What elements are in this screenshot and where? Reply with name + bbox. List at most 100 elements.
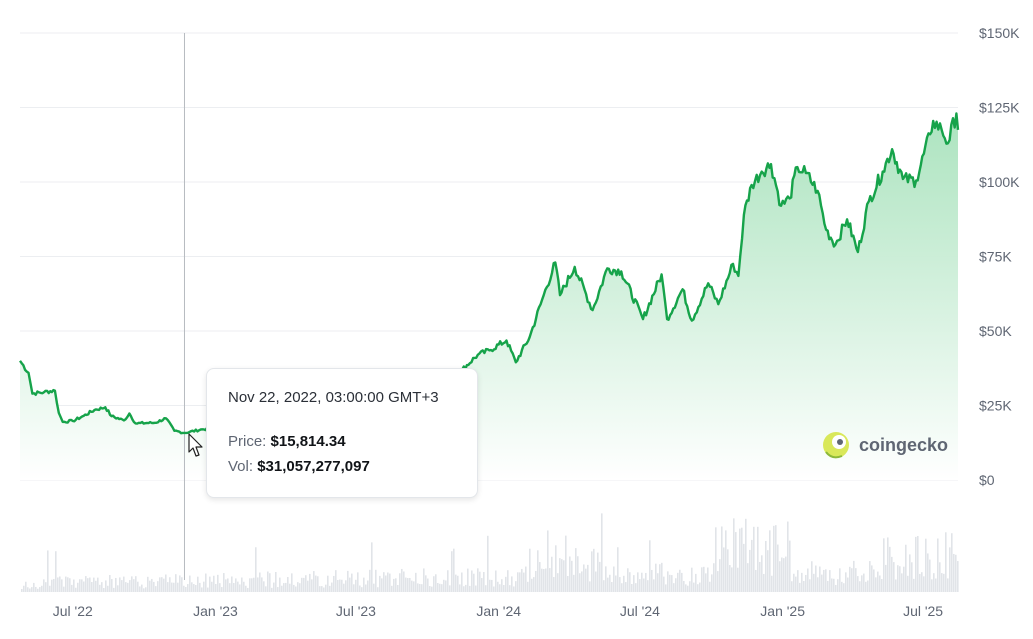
volume-bar — [219, 583, 221, 592]
volume-bar — [237, 581, 239, 592]
volume-bar — [645, 572, 647, 592]
volume-bar — [455, 574, 457, 592]
volume-bar — [793, 573, 795, 592]
volume-bar — [107, 585, 109, 592]
volume-bar — [655, 563, 657, 592]
volume-bar — [675, 578, 677, 592]
volume-bar — [553, 577, 555, 592]
volume-bar — [163, 578, 165, 592]
volume-bar — [65, 576, 67, 592]
volume-bar — [853, 560, 855, 592]
volume-bar — [711, 574, 713, 592]
volume-bar — [153, 581, 155, 592]
volume-bar — [253, 577, 255, 592]
volume-bar — [815, 565, 817, 592]
volume-bar — [519, 572, 521, 592]
volume-bar — [855, 568, 857, 592]
volume-bar — [285, 582, 287, 592]
volume-bar — [663, 576, 665, 592]
volume-bar — [413, 581, 415, 592]
price-line — [19, 112, 960, 435]
volume-bar — [357, 572, 359, 592]
volume-bar — [497, 581, 499, 592]
volume-bar — [249, 578, 251, 592]
volume-bar — [233, 582, 235, 592]
volume-bar — [561, 559, 563, 592]
volume-bar — [925, 538, 927, 592]
volume-bar — [269, 573, 271, 592]
volume-bar — [297, 582, 299, 592]
volume-bar — [207, 587, 209, 592]
volume-bar — [747, 563, 749, 592]
volume-bar — [875, 577, 877, 592]
volume-bar — [129, 580, 131, 592]
volume-bar — [287, 577, 289, 592]
volume-bar — [393, 578, 395, 592]
volume-bar — [177, 582, 179, 592]
volume-bar — [103, 587, 105, 592]
volume-bar — [949, 547, 951, 592]
volume-bar — [699, 582, 701, 592]
price-area — [20, 113, 958, 480]
cursor-pointer-icon — [188, 433, 203, 457]
tooltip-vol-label: Vol: — [228, 458, 254, 475]
volume-bar — [191, 582, 193, 592]
volume-bar — [125, 582, 127, 592]
tooltip-date: Nov 22, 2022, 03:00:00 GMT+3 — [228, 389, 439, 406]
volume-bar — [487, 535, 489, 592]
volume-bar — [295, 586, 297, 592]
volume-bar — [907, 575, 909, 592]
volume-bar — [821, 574, 823, 592]
tooltip-price-value: $15,814.34 — [270, 433, 346, 450]
brand-text: coingecko — [859, 435, 948, 455]
volume-bar — [317, 576, 319, 592]
volume-bar — [899, 566, 901, 592]
volume-bar — [355, 579, 357, 592]
volume-bar — [517, 572, 519, 592]
volume-bar — [837, 579, 839, 592]
volume-bar — [121, 580, 123, 592]
volume-bar — [333, 575, 335, 592]
volume-bar — [787, 521, 789, 592]
volume-bar — [293, 584, 295, 592]
volume-bar — [783, 558, 785, 592]
volume-bar — [625, 582, 627, 592]
volume-bar — [347, 570, 349, 592]
volume-bar — [819, 566, 821, 592]
volume-bar — [59, 576, 61, 592]
volume-bar — [137, 581, 139, 592]
volume-bar — [771, 575, 773, 592]
volume-bar — [507, 570, 509, 592]
volume-bars — [21, 513, 959, 592]
volume-bar — [729, 565, 731, 592]
volume-bar — [631, 583, 633, 592]
volume-bar — [45, 582, 47, 592]
volume-bar — [921, 572, 923, 592]
volume-bar — [187, 584, 189, 592]
volume-bar — [461, 572, 463, 592]
volume-bar — [923, 576, 925, 592]
volume-bar — [61, 579, 63, 592]
volume-bar — [449, 585, 451, 592]
volume-bar — [883, 538, 885, 592]
x-tick-label: Jul '24 — [620, 603, 660, 619]
volume-bar — [95, 580, 97, 592]
volume-bar — [139, 586, 141, 592]
volume-bar — [119, 577, 121, 592]
volume-bar — [839, 568, 841, 592]
volume-bar — [911, 562, 913, 592]
volume-bar — [723, 547, 725, 592]
volume-bar — [55, 551, 57, 592]
volume-bar — [605, 566, 607, 592]
volume-bar — [131, 576, 133, 592]
volume-bar — [857, 576, 859, 592]
volume-bar — [927, 553, 929, 592]
volume-bar — [391, 585, 393, 592]
volume-bar — [895, 579, 897, 592]
volume-bar — [735, 532, 737, 592]
volume-bar — [781, 557, 783, 592]
y-tick-label: $100K — [979, 174, 1020, 190]
volume-bar — [581, 571, 583, 592]
volume-bar — [865, 581, 867, 592]
